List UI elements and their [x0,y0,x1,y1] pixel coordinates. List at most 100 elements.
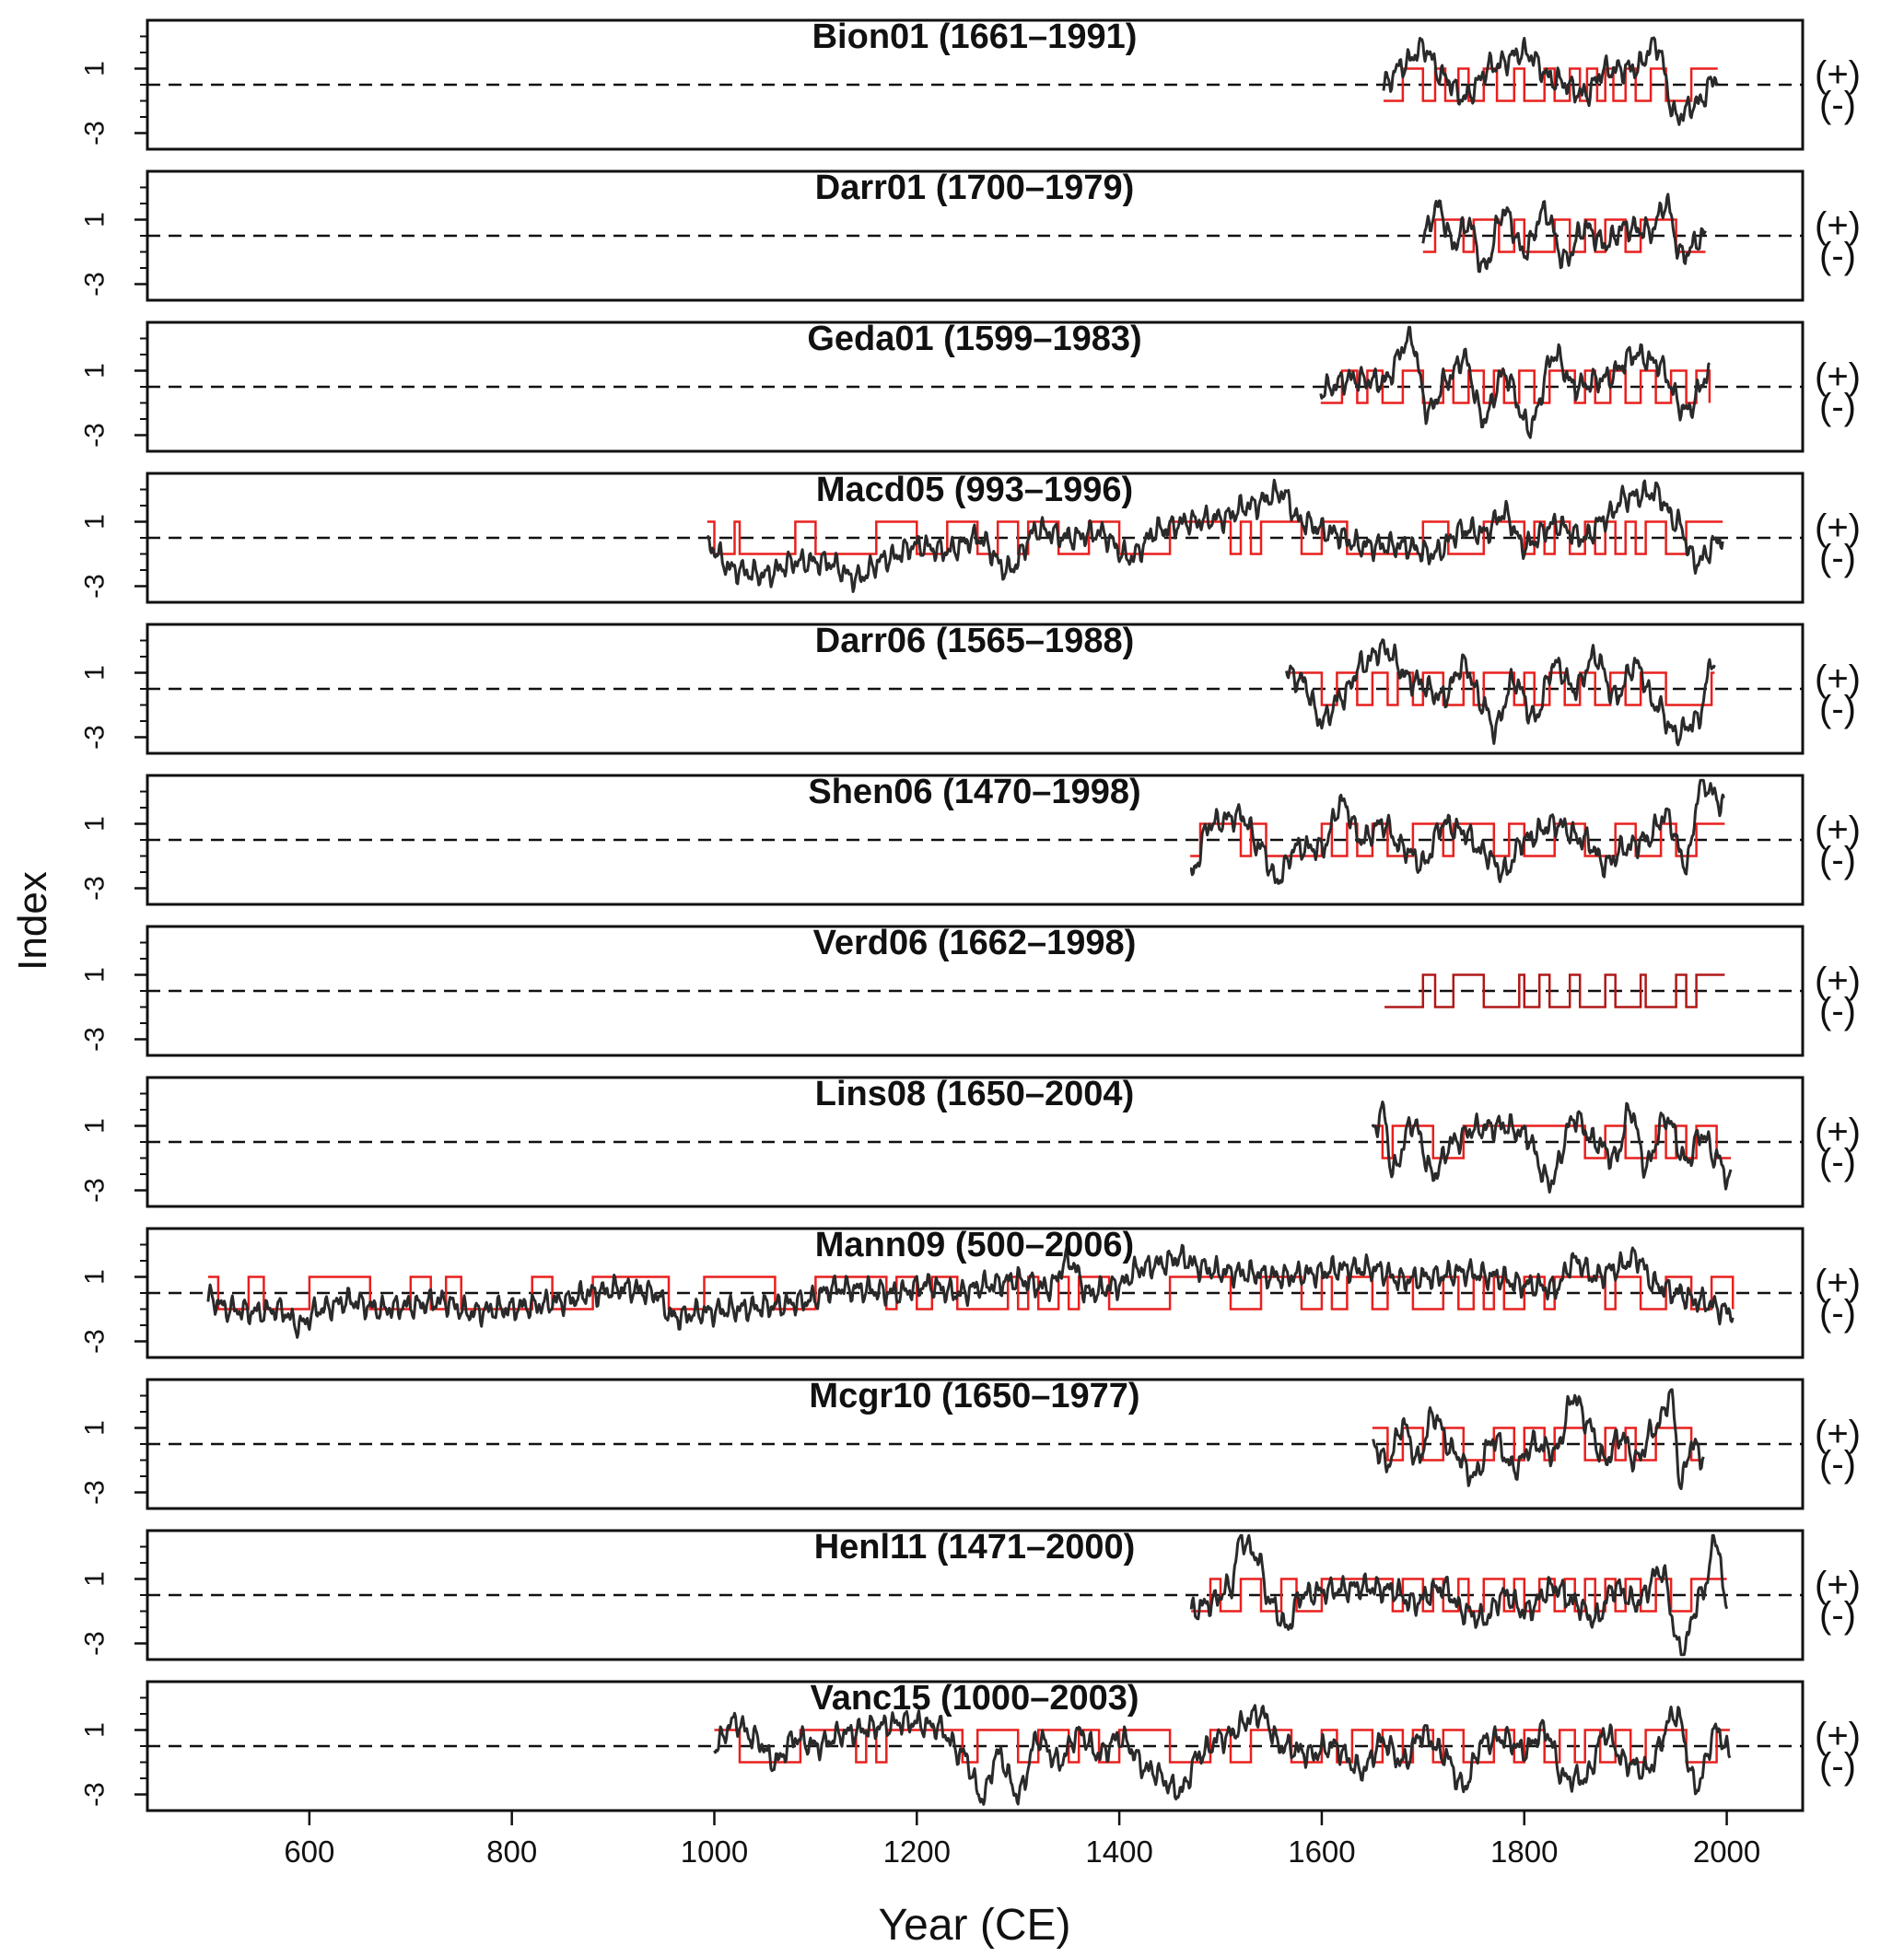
y-tick-label: -3 [80,1631,111,1656]
positive-sign-label: (+) [1815,810,1861,850]
positive-sign-label: (+) [1815,1112,1861,1152]
index-series-line [1371,1101,1733,1194]
negative-sign-label: (-) [1819,1746,1856,1787]
negative-sign-label: (-) [1819,538,1856,578]
x-axis-label: Year (CE) [879,1901,1071,1950]
index-series-line [206,1243,1735,1339]
y-tick-label: 1 [80,816,111,832]
negative-sign-label: (-) [1819,840,1856,880]
panel-title: Vanc15 (1000–2003) [810,1679,1139,1718]
index-series-line [1372,1388,1705,1491]
negative-sign-label: (-) [1819,1595,1856,1636]
y-tick-label: 1 [80,1722,111,1738]
panel-shen06: 1 -3 Shen06 (1470–1998) (+)(-) [80,773,1861,906]
negative-sign-label: (-) [1819,236,1856,276]
index-series-line [706,478,1724,593]
index-series-line [1285,638,1716,747]
panel-title: Darr01 (1700–1979) [815,169,1135,207]
positive-sign-label: (+) [1815,1414,1861,1454]
y-axis-label: Index [10,871,55,971]
panel-geda01: 1 -3 Geda01 (1599–1983) (+)(-) [80,320,1861,453]
y-tick-label: 1 [80,665,111,681]
panel-title: Macd05 (993–1996) [816,471,1133,509]
x-axis: 600 800 1000 1200 1400 1600 1800 2000 [284,1811,1760,1869]
positive-sign-label: (+) [1815,1716,1861,1756]
negative-sign-label: (-) [1819,85,1856,125]
panel-lins08: 1 -3 Lins08 (1650–2004) (+)(-) [80,1075,1861,1208]
y-tick-label: 1 [80,1118,111,1134]
regime-step-series [1320,369,1711,404]
panel-bion01: 1 -3 Bion01 (1661–1991) (+)(-) [80,17,1861,151]
x-tick-label: 2000 [1693,1835,1760,1869]
index-series-line [713,1704,1732,1806]
y-tick-label: -3 [80,574,111,599]
y-tick-label: 1 [80,61,111,76]
index-series-line [1319,325,1711,439]
panel-title: Mann09 (500–2006) [815,1226,1134,1264]
x-tick-label: 1600 [1288,1835,1355,1869]
positive-sign-label: (+) [1815,205,1861,246]
x-tick-label: 1800 [1490,1835,1558,1869]
panel-darr01: 1 -3 Darr01 (1700–1979) (+)(-) [80,169,1861,302]
panel-darr06: 1 -3 Darr06 (1565–1988) (+)(-) [80,622,1861,755]
y-tick-label: 1 [80,514,111,530]
index-series-line [1382,36,1720,126]
negative-sign-label: (-) [1819,1293,1856,1334]
negative-sign-label: (-) [1819,1142,1856,1182]
panel-title: Lins08 (1650–2004) [815,1075,1134,1113]
panel-title: Henl11 (1471–2000) [814,1528,1136,1567]
x-tick-label: 600 [284,1835,334,1869]
y-tick-label: 1 [80,967,111,983]
regime-step-series [1286,671,1715,706]
y-tick-label: -3 [80,121,111,146]
positive-sign-label: (+) [1815,507,1861,548]
positive-sign-label: (+) [1815,961,1861,1001]
negative-sign-label: (-) [1819,1444,1856,1485]
y-tick-label: -3 [80,423,111,448]
panel-title: Verd06 (1662–1998) [813,924,1137,962]
y-tick-label: -3 [80,1027,111,1052]
panel-title: Geda01 (1599–1983) [807,320,1141,358]
y-tick-label: -3 [80,725,111,750]
regime-step-series [1384,973,1725,1008]
index-series-line [1421,192,1707,274]
panel-macd05: 1 -3 Macd05 (993–1996) (+)(-) [80,471,1861,604]
panel-title: Bion01 (1661–1991) [812,17,1138,56]
panel-mcgr10: 1 -3 Mcgr10 (1650–1977) (+)(-) [80,1377,1861,1510]
y-tick-label: -3 [80,1782,111,1807]
y-tick-label: 1 [80,363,111,379]
panel-vanc15: 1 -3 Vanc15 (1000–2003) (+)(-) [80,1679,1861,1812]
x-tick-label: 1200 [883,1835,951,1869]
panel-mann09: 1 -3 Mann09 (500–2006) (+)(-) [80,1226,1861,1359]
x-tick-label: 1000 [681,1835,748,1869]
x-tick-label: 800 [486,1835,537,1869]
positive-sign-label: (+) [1815,356,1861,397]
x-tick-label: 1400 [1085,1835,1152,1869]
y-tick-label: -3 [80,1178,111,1203]
y-tick-label: 1 [80,212,111,227]
y-tick-label: 1 [80,1571,111,1587]
panel-title: Mcgr10 (1650–1977) [809,1377,1139,1415]
y-tick-label: 1 [80,1420,111,1436]
index-series-line [1189,1533,1729,1657]
y-tick-label: -3 [80,1329,111,1354]
panel-verd06: 1 -3 Verd06 (1662–1998) (+)(-) [80,924,1861,1057]
index-series-line [1189,778,1725,885]
regime-step-series [714,1729,1730,1764]
positive-sign-label: (+) [1815,1263,1861,1303]
y-tick-label: -3 [80,876,111,901]
positive-sign-label: (+) [1815,54,1861,95]
panel-title: Darr06 (1565–1988) [815,622,1135,660]
positive-sign-label: (+) [1815,658,1861,699]
y-tick-label: -3 [80,1480,111,1505]
negative-sign-label: (-) [1819,689,1856,729]
panel-henl11: 1 -3 Henl11 (1471–2000) (+)(-) [80,1528,1861,1661]
negative-sign-label: (-) [1819,991,1856,1031]
panel-title: Shen06 (1470–1998) [808,773,1140,811]
negative-sign-label: (-) [1819,387,1856,427]
y-tick-label: 1 [80,1269,111,1285]
positive-sign-label: (+) [1815,1565,1861,1605]
y-tick-label: -3 [80,272,111,297]
